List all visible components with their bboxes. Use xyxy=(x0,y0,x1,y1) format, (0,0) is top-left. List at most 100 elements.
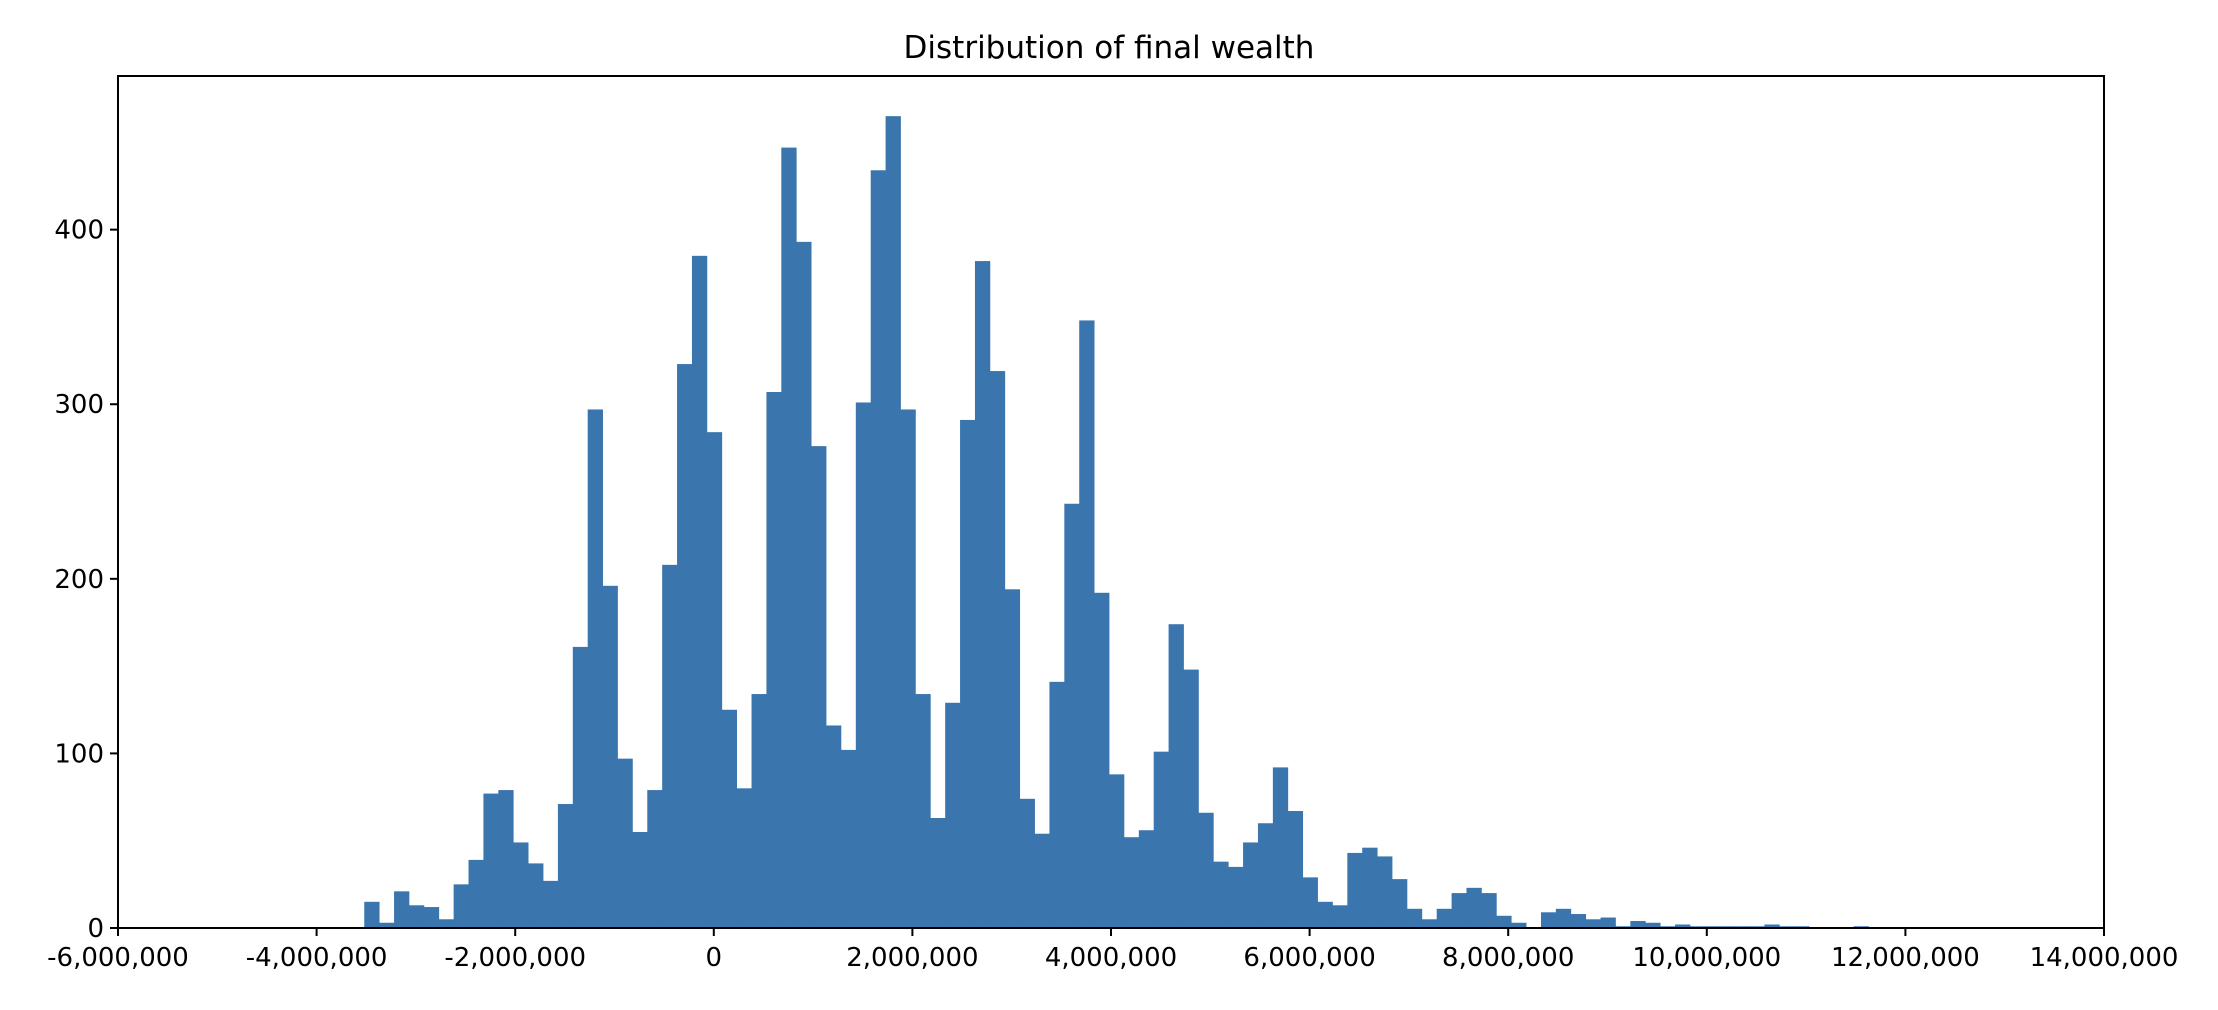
histogram-bar xyxy=(974,261,991,928)
histogram-bar xyxy=(900,409,916,929)
histogram-bar xyxy=(513,842,529,928)
histogram-bar xyxy=(1645,922,1661,928)
histogram-bars xyxy=(364,116,1870,929)
histogram-bar xyxy=(483,793,499,928)
x-tick-label: -4,000,000 xyxy=(246,943,388,973)
histogram-bar xyxy=(811,446,827,928)
histogram-bar xyxy=(453,884,469,928)
y-tick-label: 0 xyxy=(87,914,104,944)
histogram-bar xyxy=(1555,908,1572,928)
histogram-bar xyxy=(423,907,440,928)
histogram-bar xyxy=(1257,823,1274,928)
histogram-bar xyxy=(438,919,455,928)
plot-frame xyxy=(117,75,2105,929)
histogram-bar xyxy=(1451,893,1467,928)
histogram-bar xyxy=(677,364,693,928)
histogram-bar xyxy=(1004,589,1021,928)
histogram-bar xyxy=(840,749,857,928)
histogram-bar xyxy=(1213,861,1229,928)
histogram-bar xyxy=(1287,811,1304,928)
x-tick-label: 14,000,000 xyxy=(2030,943,2179,973)
histogram-bar xyxy=(870,170,886,928)
histogram-bar xyxy=(602,585,618,928)
histogram-bar xyxy=(766,392,782,928)
histogram-bar xyxy=(1272,767,1289,928)
histogram-bar xyxy=(647,790,663,928)
histogram-bar xyxy=(587,409,603,929)
histogram-bar xyxy=(1019,798,1035,928)
histogram-bar xyxy=(736,788,752,928)
histogram-bar xyxy=(1243,842,1259,928)
histogram-bar xyxy=(468,859,484,928)
histogram-bar xyxy=(1421,919,1438,928)
x-tick-label: 10,000,000 xyxy=(1632,943,1781,973)
histogram-bar xyxy=(662,564,678,928)
histogram-bar xyxy=(781,147,797,928)
histogram-bar xyxy=(1228,866,1244,928)
histogram-bar xyxy=(632,831,648,928)
histogram-bar xyxy=(1570,914,1587,928)
histogram-bar xyxy=(721,709,738,928)
histogram-bar xyxy=(1600,917,1616,928)
histogram-bar xyxy=(855,402,872,929)
y-tick-label: 400 xyxy=(54,216,104,246)
histogram-bar xyxy=(1183,669,1199,928)
histogram-bar xyxy=(706,432,723,928)
histogram-bar xyxy=(989,371,1006,928)
histogram-bar xyxy=(1198,812,1214,928)
y-tick-label: 300 xyxy=(54,390,104,420)
histogram-bar xyxy=(1377,856,1393,928)
x-tick-label: 4,000,000 xyxy=(1045,943,1177,973)
x-tick-label: 2,000,000 xyxy=(846,943,978,973)
x-tick-label: 0 xyxy=(706,943,723,973)
histogram-bar xyxy=(751,694,767,928)
histogram-bar xyxy=(1436,908,1452,928)
histogram-bar xyxy=(1332,905,1348,928)
histogram-bar xyxy=(1630,921,1646,928)
histogram-bar xyxy=(1094,592,1110,928)
y-axis-ticks: 0 100 200 300 400 xyxy=(54,216,118,944)
x-axis-ticks: -6,000,000 -4,000,000 -2,000,000 0 2,000,000… xyxy=(47,928,2178,973)
histogram-bar xyxy=(915,694,931,928)
histogram-bar xyxy=(1540,912,1557,928)
histogram-bar xyxy=(1168,624,1184,928)
histogram-bar xyxy=(1496,915,1512,928)
histogram-bar xyxy=(1034,833,1050,928)
histogram-bar xyxy=(885,116,901,928)
histogram-bar xyxy=(796,241,812,929)
x-tick-label: 8,000,000 xyxy=(1442,943,1574,973)
histogram-bar xyxy=(691,255,708,928)
histogram-bar xyxy=(1049,681,1065,928)
histogram-bar xyxy=(394,891,410,928)
histogram-bar xyxy=(1109,774,1125,928)
histogram-bar xyxy=(826,725,842,928)
histogram-bar xyxy=(1466,887,1482,928)
x-tick-label: -2,000,000 xyxy=(444,943,586,973)
x-tick-label: -6,000,000 xyxy=(47,943,189,973)
histogram-bar xyxy=(543,880,559,928)
histogram-bar xyxy=(1764,924,1780,928)
histogram-bar xyxy=(1675,924,1691,928)
chart-title: Distribution of final wealth xyxy=(904,30,1315,66)
histogram-bar xyxy=(1123,837,1140,928)
histogram-bar xyxy=(1064,503,1080,928)
histogram-bar xyxy=(1362,847,1378,928)
histogram-bar xyxy=(1392,879,1408,928)
histogram-bar xyxy=(1511,922,1527,928)
histogram-bar xyxy=(945,702,961,928)
histogram-bar xyxy=(557,804,574,928)
y-tick-label: 100 xyxy=(54,739,104,769)
histogram-bar xyxy=(364,901,380,928)
histogram-bar xyxy=(1406,908,1423,928)
histogram-bar xyxy=(1481,893,1497,928)
histogram-bar xyxy=(1153,751,1169,928)
x-tick-label: 12,000,000 xyxy=(1831,943,1980,973)
histogram-bar xyxy=(498,790,514,928)
histogram-bar xyxy=(1317,901,1333,928)
y-tick-label: 200 xyxy=(54,565,104,595)
histogram-bar xyxy=(408,905,425,928)
histogram-bar xyxy=(1585,919,1601,928)
histogram-bar xyxy=(930,818,946,928)
